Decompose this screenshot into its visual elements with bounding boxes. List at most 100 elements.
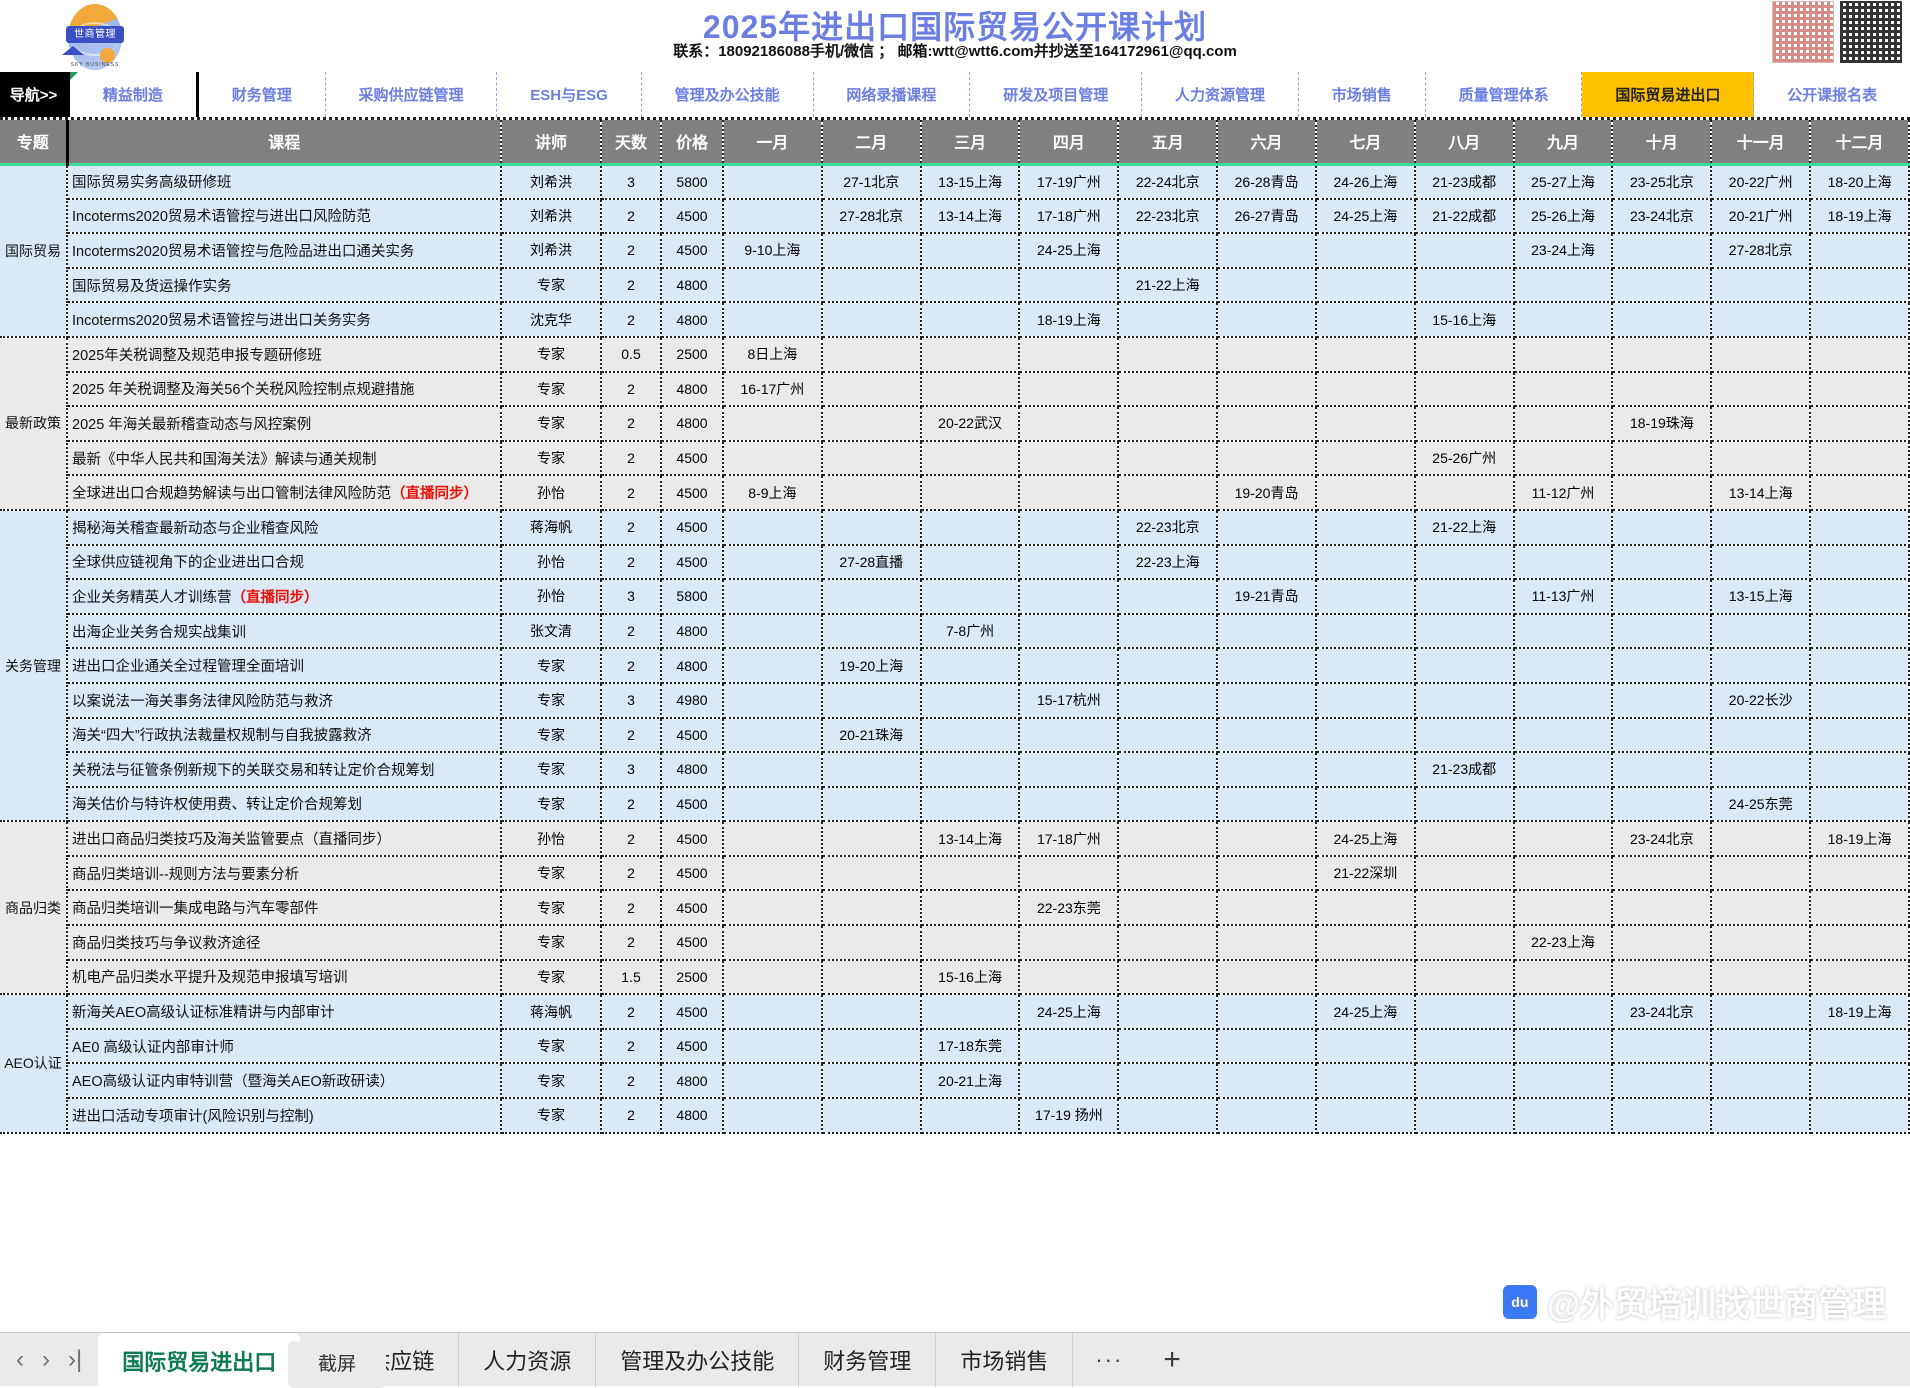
table-row[interactable]: AEO高级认证内审特训营（暨海关AEO新政研读） 专家 2 4800 20-21上海 xyxy=(0,1063,1910,1100)
month-cell-8[interactable]: 21-22成都 xyxy=(1414,198,1515,235)
month-cell-7[interactable]: 24-25上海 xyxy=(1315,994,1416,1030)
month-cell-7[interactable] xyxy=(1315,406,1416,442)
month-cell-4[interactable] xyxy=(1019,648,1120,684)
month-cell-12[interactable] xyxy=(1810,648,1910,684)
month-cell-2[interactable] xyxy=(821,302,922,338)
month-cell-11[interactable] xyxy=(1711,994,1812,1030)
month-cell-4[interactable] xyxy=(1019,925,1120,961)
month-cell-4[interactable]: 24-25上海 xyxy=(1019,994,1120,1030)
month-cell-2[interactable] xyxy=(821,855,922,892)
month-cell-9[interactable]: 25-27上海 xyxy=(1513,162,1614,200)
month-cell-11[interactable] xyxy=(1711,406,1812,442)
sheet-tab-guojimaoyi[interactable]: 国际贸易进出口 xyxy=(98,1332,301,1387)
month-cell-10[interactable] xyxy=(1612,752,1713,788)
month-cell-12[interactable]: 18-19上海 xyxy=(1810,821,1910,857)
month-cell-1[interactable] xyxy=(723,1098,823,1134)
month-cell-5[interactable] xyxy=(1118,233,1219,269)
month-cell-3[interactable] xyxy=(920,786,1021,823)
month-cell-11[interactable]: 20-22广州 xyxy=(1711,162,1812,200)
month-cell-9[interactable]: 11-13广州 xyxy=(1513,579,1614,615)
nav-item-guojimaoyi[interactable]: 国际贸易进出口 xyxy=(1582,72,1755,117)
sheet-tab-bar[interactable]: ‹ › ›| 国际贸易进出口 采购供应链 人力资源 管理及办公技能 财务管理 市… xyxy=(0,1332,1910,1388)
month-cell-10[interactable] xyxy=(1612,613,1713,650)
month-cell-9[interactable] xyxy=(1513,406,1614,442)
month-cell-3[interactable] xyxy=(920,267,1021,304)
nav-item-wangluoluboke[interactable]: 网络录播课程 xyxy=(813,72,971,117)
month-cell-5[interactable]: 22-23上海 xyxy=(1118,544,1219,581)
month-cell-11[interactable] xyxy=(1711,959,1812,996)
month-cell-11[interactable] xyxy=(1711,613,1812,650)
month-cell-6[interactable] xyxy=(1217,994,1317,1030)
month-cell-7[interactable] xyxy=(1315,336,1416,373)
month-cell-3[interactable]: 20-21上海 xyxy=(920,1063,1021,1100)
month-cell-5[interactable] xyxy=(1118,648,1219,684)
month-cell-2[interactable] xyxy=(821,959,922,996)
month-cell-7[interactable] xyxy=(1315,544,1416,581)
table-row[interactable]: 商品归类培训一集成电路与汽车零部件 专家 2 4500 22-23东莞 xyxy=(0,890,1910,927)
month-cell-8[interactable] xyxy=(1414,682,1515,719)
month-cell-1[interactable]: 8-9上海 xyxy=(723,475,823,511)
month-cell-4[interactable] xyxy=(1019,717,1120,754)
course-name-cell[interactable]: 揭秘海关稽查最新动态与企业稽查风险 xyxy=(67,509,502,546)
month-cell-5[interactable] xyxy=(1118,1063,1219,1100)
month-cell-3[interactable] xyxy=(920,371,1021,408)
month-cell-4[interactable] xyxy=(1019,544,1120,581)
month-cell-3[interactable] xyxy=(920,855,1021,892)
month-cell-3[interactable]: 7-8广州 xyxy=(920,613,1021,650)
month-cell-8[interactable] xyxy=(1414,994,1515,1030)
month-cell-3[interactable] xyxy=(920,1098,1021,1134)
month-cell-7[interactable] xyxy=(1315,302,1416,338)
add-sheet-icon[interactable]: + xyxy=(1163,1342,1181,1376)
month-cell-1[interactable] xyxy=(723,302,823,338)
month-cell-8[interactable] xyxy=(1414,1028,1515,1065)
month-cell-1[interactable] xyxy=(723,959,823,996)
month-cell-8[interactable] xyxy=(1414,1098,1515,1134)
month-cell-12[interactable] xyxy=(1810,1028,1910,1065)
month-cell-5[interactable]: 21-22上海 xyxy=(1118,267,1219,304)
table-row[interactable]: 国际贸易 国际贸易实务高级研修班 刘希洪 3 5800 27-1北京 13-15上海 17-1… xyxy=(0,162,1910,338)
month-cell-7[interactable] xyxy=(1315,682,1416,719)
month-cell-2[interactable] xyxy=(821,890,922,927)
course-name-cell[interactable]: 以案说法一海关事务法律风险防范与救济 xyxy=(67,682,502,719)
course-name-cell[interactable]: 关税法与征管条例新规下的关联交易和转让定价合规筹划 xyxy=(67,752,502,788)
month-cell-5[interactable] xyxy=(1118,925,1219,961)
month-cell-10[interactable]: 23-25北京 xyxy=(1612,162,1713,200)
month-cell-4[interactable] xyxy=(1019,371,1120,408)
month-cell-11[interactable]: 20-21广州 xyxy=(1711,198,1812,235)
month-cell-2[interactable] xyxy=(821,1098,922,1134)
month-cell-2[interactable] xyxy=(821,440,922,477)
month-cell-3[interactable]: 15-16上海 xyxy=(920,959,1021,996)
month-cell-10[interactable] xyxy=(1612,371,1713,408)
month-cell-11[interactable] xyxy=(1711,1098,1812,1134)
month-cell-6[interactable] xyxy=(1217,925,1317,961)
month-cell-2[interactable] xyxy=(821,1063,922,1100)
month-cell-3[interactable] xyxy=(920,648,1021,684)
month-cell-9[interactable] xyxy=(1513,855,1614,892)
next-sheet-icon[interactable]: › xyxy=(42,1345,50,1373)
course-name-cell[interactable]: Incoterms2020贸易术语管控与进出口风险防范 xyxy=(67,198,502,235)
month-cell-10[interactable] xyxy=(1612,475,1713,511)
course-name-cell[interactable]: 新海关AEO高级认证标准精讲与内部审计 xyxy=(67,994,502,1030)
month-cell-7[interactable] xyxy=(1315,890,1416,927)
month-cell-3[interactable] xyxy=(920,579,1021,615)
col-header-price[interactable]: 价格 xyxy=(661,120,724,165)
month-cell-11[interactable] xyxy=(1711,821,1812,857)
month-cell-7[interactable] xyxy=(1315,1098,1416,1134)
nav-item-renliziyuan[interactable]: 人力资源管理 xyxy=(1142,72,1299,117)
month-cell-8[interactable]: 21-23成都 xyxy=(1414,162,1515,200)
month-cell-10[interactable]: 23-24北京 xyxy=(1612,198,1713,235)
month-cell-2[interactable] xyxy=(821,579,922,615)
table-row[interactable]: 商品归类培训--规则方法与要素分析 专家 2 4500 21-22深圳 xyxy=(0,855,1910,892)
table-row[interactable]: Incoterms2020贸易术语管控与进出口风险防范 刘希洪 2 4500 27-28… xyxy=(0,198,1910,235)
month-cell-7[interactable] xyxy=(1315,786,1416,823)
course-name-cell[interactable]: Incoterms2020贸易术语管控与危险品进出口通关实务 xyxy=(67,233,502,269)
month-cell-6[interactable]: 26-27青岛 xyxy=(1217,198,1317,235)
col-header-month-7[interactable]: 七月 xyxy=(1315,120,1416,165)
month-cell-3[interactable] xyxy=(920,475,1021,511)
month-cell-5[interactable] xyxy=(1118,786,1219,823)
course-name-cell[interactable]: 2025年关税调整及规范申报专题研修班 xyxy=(67,336,502,373)
month-cell-2[interactable]: 27-28北京 xyxy=(821,198,922,235)
month-cell-6[interactable] xyxy=(1217,544,1317,581)
month-cell-1[interactable] xyxy=(723,509,823,546)
month-cell-2[interactable] xyxy=(821,925,922,961)
